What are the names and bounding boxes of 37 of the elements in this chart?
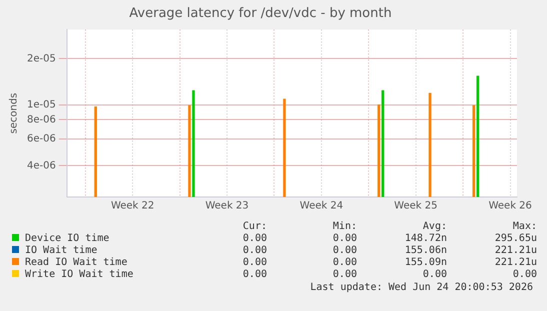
text: Avg: (422, 220, 447, 232)
legend-label: IO Wait time (24, 244, 98, 256)
y-tick-label: 2e-05 (26, 53, 56, 64)
text: 0.00 (422, 268, 447, 280)
text: 0.00 (242, 232, 267, 244)
text: 221.21u (494, 244, 537, 256)
chart-title: Average latency for /dev/vdc - by month (129, 6, 392, 22)
text: Min: (332, 220, 357, 232)
text: 155.09n (404, 256, 447, 268)
x-tick-label: Week 22 (110, 200, 154, 212)
text: 0.00 (332, 268, 357, 280)
text: 0.00 (332, 232, 357, 244)
text: 221.21u (494, 256, 537, 268)
x-tick-label: Week 25 (394, 200, 438, 212)
text: Max: (512, 220, 537, 232)
text: 0.00 (512, 268, 537, 280)
legend-label: Read IO Wait time (24, 256, 128, 268)
legend-label: Write IO Wait time (24, 268, 134, 280)
text: 0.00 (332, 244, 357, 256)
y-tick-label: 6e-06 (26, 133, 56, 144)
y-axis-title: seconds (8, 92, 20, 134)
text: Cur: (242, 220, 267, 232)
text: 0.00 (332, 256, 357, 268)
text: 0.00 (242, 268, 267, 280)
x-tick-label: Week 23 (205, 200, 249, 212)
x-tick-label: Week 24 (300, 200, 344, 212)
y-tick-label: 4e-06 (26, 160, 56, 172)
text: 0.00 (242, 256, 267, 268)
y-tick-label: 8e-06 (26, 114, 56, 126)
text: Last update: Wed Jun 24 20:00:53 2026 (310, 282, 533, 293)
text: 295.65u (494, 232, 537, 244)
y-tick-label: 1e-05 (26, 99, 56, 110)
text: 155.06n (404, 244, 447, 256)
x-tick-label: Week 26 (488, 200, 532, 212)
text: 148.72n (404, 232, 447, 244)
text: 0.00 (242, 244, 267, 256)
legend-label: Device IO time (24, 232, 110, 244)
